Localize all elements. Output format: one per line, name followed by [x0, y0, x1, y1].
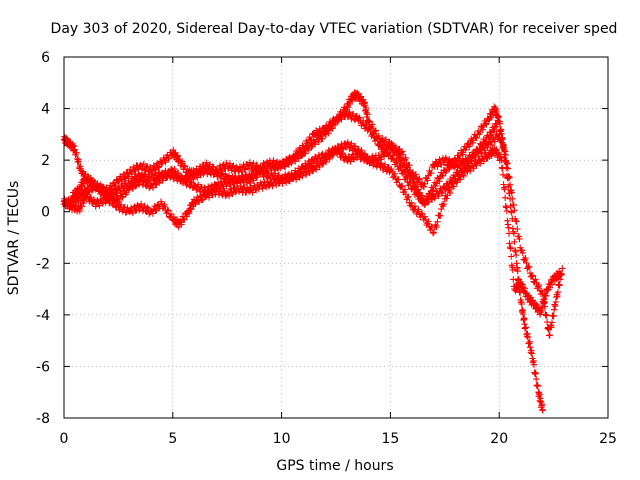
y-tick-label: -8 — [36, 411, 50, 427]
series-track-a — [60, 89, 546, 414]
axis-ticks: 0 5 10 15 20 25 -8 -6 -4 -2 0 2 4 6 — [36, 50, 617, 447]
y-tick-label: 2 — [41, 153, 50, 169]
y-tick-label: -6 — [36, 359, 50, 375]
series-track-d — [69, 108, 501, 207]
x-tick-label: 15 — [381, 431, 399, 447]
x-tick-label: 10 — [273, 431, 291, 447]
grid-lines — [64, 57, 608, 418]
x-axis-label: GPS time / hours — [276, 458, 393, 474]
x-tick-label: 25 — [599, 431, 617, 447]
x-tick-label: 0 — [60, 431, 69, 447]
data-markers — [60, 89, 566, 414]
data-point-markers — [69, 108, 501, 207]
x-tick-label: 5 — [168, 431, 177, 447]
plot-frame — [63, 56, 609, 419]
chart-title: Day 303 of 2020, Sidereal Day-to-day VTE… — [51, 21, 618, 37]
y-axis-label: SDTVAR / TECUs — [6, 181, 22, 296]
x-tick-label: 20 — [490, 431, 508, 447]
y-tick-label: 4 — [41, 102, 50, 118]
series-track-b — [60, 130, 566, 339]
data-point-markers — [60, 89, 546, 414]
y-tick-label: -2 — [36, 256, 50, 272]
y-tick-label: 0 — [41, 205, 50, 221]
y-tick-label: -4 — [36, 308, 50, 324]
data-point-markers — [60, 130, 566, 339]
y-tick-label: 6 — [41, 50, 50, 66]
